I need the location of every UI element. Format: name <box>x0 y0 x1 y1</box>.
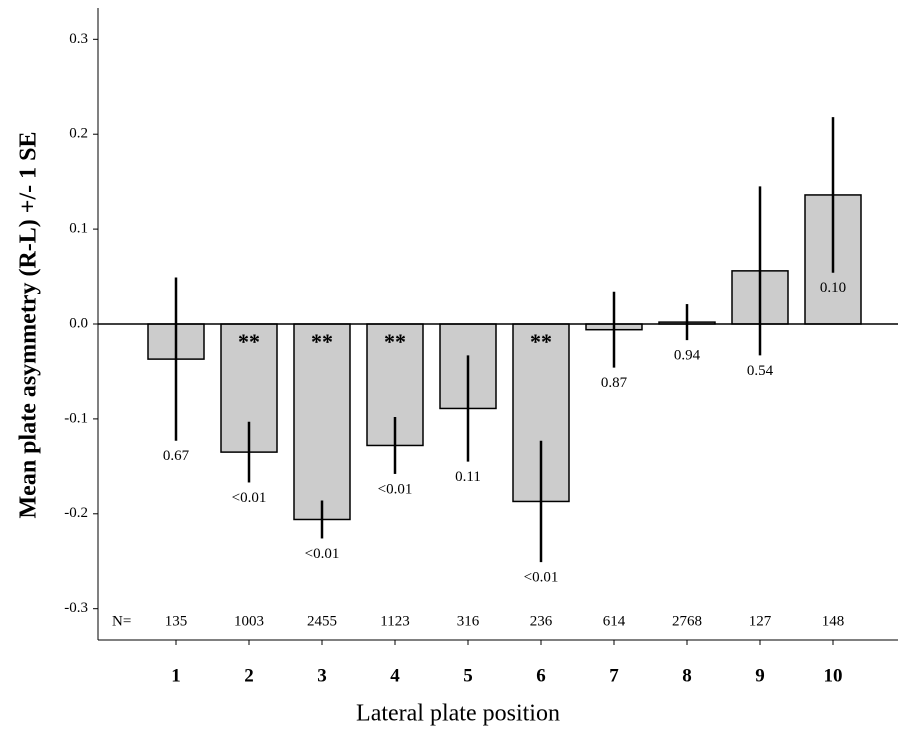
n-label: N= <box>112 613 131 629</box>
n-count: 127 <box>749 613 772 629</box>
y-tick-label: -0.3 <box>64 600 88 616</box>
n-count: 316 <box>457 613 480 629</box>
y-tick-label: 0.0 <box>69 315 88 331</box>
x-tick-label: 8 <box>682 665 692 686</box>
bar <box>293 323 351 521</box>
x-tick-label: 3 <box>317 665 327 686</box>
p-value-label: <0.01 <box>305 546 340 562</box>
significance-stars: ** <box>384 329 406 354</box>
n-count: 1123 <box>380 613 409 629</box>
x-tick-label: 5 <box>463 665 473 686</box>
y-tick-label: -0.2 <box>64 505 88 521</box>
x-tick-label: 7 <box>609 665 619 686</box>
n-count: 614 <box>603 613 626 629</box>
n-count: 135 <box>165 613 188 629</box>
x-tick-label: 4 <box>390 665 400 686</box>
y-tick-label: 0.1 <box>69 221 88 237</box>
significance-stars: ** <box>530 329 552 354</box>
significance-stars: ** <box>311 329 333 354</box>
p-value-label: <0.01 <box>524 570 559 586</box>
y-axis-title: Mean plate asymmetry (R-L) +/- 1 SE <box>16 132 42 519</box>
y-tick-label: -0.1 <box>64 410 88 426</box>
n-count: 2455 <box>307 613 337 629</box>
n-count: 1003 <box>234 613 264 629</box>
x-tick-label: 1 <box>171 665 181 686</box>
significance-stars: ** <box>238 329 260 354</box>
p-value-label: 0.67 <box>163 448 190 464</box>
x-tick-label: 10 <box>824 665 843 686</box>
x-tick-label: 2 <box>244 665 254 686</box>
n-count: 148 <box>822 613 845 629</box>
p-value-label: 0.11 <box>455 469 481 485</box>
p-value-label: <0.01 <box>378 481 413 497</box>
p-value-label: 0.94 <box>674 348 701 364</box>
n-count: 2768 <box>672 613 702 629</box>
y-tick-label: 0.2 <box>69 126 88 142</box>
x-axis-title: Lateral plate position <box>356 701 560 727</box>
x-tick-label: 9 <box>755 665 765 686</box>
p-value-label: 0.54 <box>747 363 774 379</box>
p-value-label: <0.01 <box>232 490 267 506</box>
n-count: 236 <box>530 613 553 629</box>
y-tick-label: 0.3 <box>69 31 88 47</box>
p-value-label: 0.10 <box>820 280 846 296</box>
x-tick-label: 6 <box>536 665 546 686</box>
p-value-label: 0.87 <box>601 375 628 391</box>
